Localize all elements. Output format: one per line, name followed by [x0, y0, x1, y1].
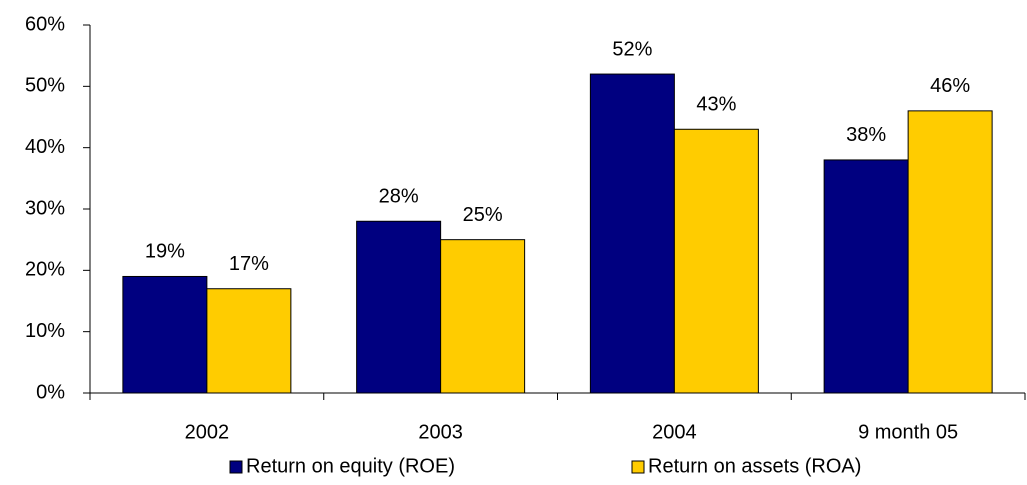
value-label: 25% — [463, 204, 503, 226]
y-tick-label: 60% — [25, 13, 65, 35]
y-tick-label: 10% — [25, 320, 65, 342]
y-tick-label: 30% — [25, 197, 65, 219]
legend-swatch — [229, 460, 243, 474]
value-label: 52% — [612, 38, 652, 60]
x-tick-label: 2004 — [652, 421, 697, 443]
x-tick-label: 9 month 05 — [858, 421, 958, 443]
bar — [122, 275, 208, 394]
y-tick-label: 0% — [36, 381, 65, 403]
y-tick-label: 20% — [25, 259, 65, 281]
bar — [823, 159, 909, 394]
y-tick-label: 40% — [25, 136, 65, 158]
value-label: 28% — [379, 186, 419, 208]
value-label: 38% — [846, 124, 886, 146]
legend-label: Return on equity (ROE) — [246, 455, 455, 477]
x-tick-label: 2003 — [418, 421, 463, 443]
value-label: 46% — [930, 75, 970, 97]
bar — [907, 110, 993, 394]
legend-swatch — [631, 460, 645, 474]
legend-label: Return on assets (ROA) — [648, 455, 861, 477]
bar — [206, 288, 292, 394]
bar — [673, 128, 759, 394]
value-label: 19% — [145, 241, 185, 263]
bar — [356, 220, 442, 394]
bar — [440, 239, 526, 394]
value-label: 17% — [229, 253, 269, 275]
y-tick-label: 50% — [25, 75, 65, 97]
bar — [589, 73, 675, 394]
x-tick-label: 2002 — [185, 421, 230, 443]
value-label: 43% — [696, 94, 736, 116]
